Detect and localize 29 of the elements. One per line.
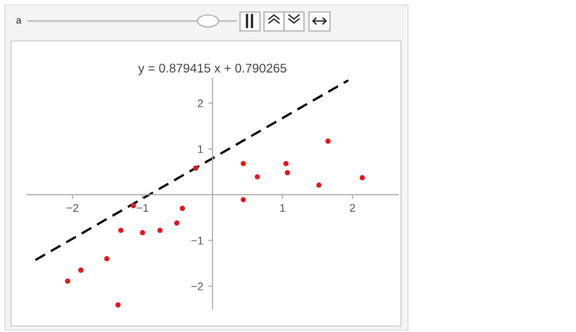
point (240, 160, 246, 166)
point (130, 203, 136, 208)
x-tick-label: −2 (66, 204, 78, 212)
text: a (16, 18, 22, 24)
point (65, 278, 70, 284)
y-tick-label: 2 (198, 99, 203, 108)
point (118, 228, 124, 233)
point (283, 160, 289, 166)
point (193, 166, 198, 171)
point (157, 228, 163, 233)
y-tick-label: −1 (191, 236, 203, 244)
point (180, 206, 185, 211)
point (78, 268, 84, 273)
point (284, 170, 290, 176)
y-tick-label: −2 (191, 282, 203, 290)
x-tick-label: 1 (280, 204, 286, 212)
y-tick-label: 1 (198, 145, 203, 153)
point (115, 302, 121, 308)
point (316, 182, 322, 188)
point (104, 256, 110, 262)
x-tick-label: −1 (136, 204, 148, 212)
point (325, 138, 331, 144)
x-tick-label: 2 (350, 204, 356, 212)
point (174, 220, 180, 226)
point (360, 175, 365, 180)
point (240, 197, 246, 202)
chart-title: y = 0.879415 x + 0.790265 (138, 64, 286, 76)
point (140, 230, 146, 236)
point (254, 174, 260, 180)
